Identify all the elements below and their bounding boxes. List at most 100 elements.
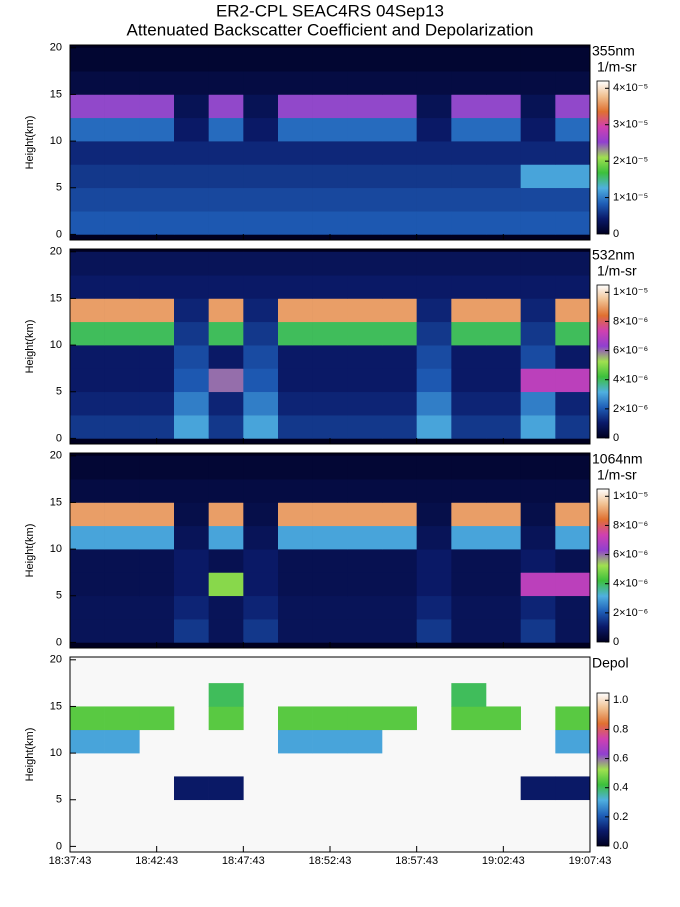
heat-cell (70, 141, 105, 165)
heat-cell (382, 211, 417, 235)
heat-cell (382, 549, 417, 573)
heat-cell (104, 595, 140, 620)
heat-cell (208, 94, 244, 119)
heat-cell (174, 502, 209, 527)
heat-cell (208, 47, 244, 72)
y-tick-label: 0 (56, 636, 62, 648)
heat-cell (347, 345, 383, 369)
heat-cell (312, 729, 348, 754)
heat-cell (312, 321, 348, 346)
heat-cell (278, 298, 313, 323)
heat-cell (382, 187, 417, 212)
heat-cell (139, 71, 175, 95)
heat-cell (208, 415, 244, 439)
heat-cell (451, 321, 487, 346)
heat-cell (278, 502, 313, 527)
heat-cell (486, 525, 521, 550)
heat-cell (451, 572, 487, 597)
heat-cell (104, 71, 140, 95)
heat-cell (174, 275, 209, 299)
heat-cell (451, 275, 487, 299)
heat-cell (312, 47, 348, 72)
heat-cell (555, 211, 591, 235)
heat-cell (451, 94, 487, 119)
heat-cell (312, 211, 348, 235)
heat-cell (104, 47, 140, 72)
heat-cell (70, 211, 105, 235)
heat-cell (486, 47, 521, 72)
heat-cell (555, 549, 591, 573)
heat-cell (278, 94, 313, 119)
heat-cell (208, 619, 244, 643)
heat-cell (347, 706, 383, 731)
heat-cell (139, 415, 175, 439)
heat-cell (382, 71, 417, 95)
y-tick-label: 20 (50, 42, 62, 54)
heat-cell (451, 47, 487, 72)
heat-cell (347, 391, 383, 416)
heat-cell (208, 479, 244, 503)
y-axis-label: Height(km) (24, 524, 36, 578)
heat-cell (451, 187, 487, 212)
heat-cell (416, 368, 452, 393)
heat-cell (555, 479, 591, 503)
heat-cell (208, 345, 244, 369)
heat-cell (451, 479, 487, 503)
heat-cell (104, 479, 140, 503)
colorbar-tick-label: 2×10⁻⁶ (613, 403, 648, 415)
heat-cell (139, 368, 175, 393)
heat-cell (486, 502, 521, 527)
heat-cell (382, 595, 417, 620)
colorbar-tick-label: 0.2 (613, 811, 628, 823)
heat-cell (70, 595, 105, 620)
x-tick-label: 18:52:43 (309, 855, 352, 867)
heat-cell (312, 391, 348, 416)
heat-cell (243, 345, 279, 369)
heat-cell (416, 275, 452, 299)
colorbar-tick-label: 2×10⁻⁶ (613, 607, 648, 619)
heat-cell (139, 321, 175, 346)
heat-cell (174, 455, 209, 480)
x-tick-label: 19:07:43 (569, 855, 612, 867)
heat-cell (382, 47, 417, 72)
x-tick-label: 19:02:43 (482, 855, 525, 867)
heat-cell (312, 187, 348, 212)
heat-cell (451, 298, 487, 323)
heat-cell (555, 117, 591, 142)
heat-cell (486, 71, 521, 95)
heat-cell (520, 479, 556, 503)
heat-cell (104, 141, 140, 165)
heat-cell (278, 47, 313, 72)
heat-cell (347, 211, 383, 235)
colorbar-tick-label: 1.0 (613, 694, 628, 706)
heat-cell (382, 525, 417, 550)
heat-cell (104, 251, 140, 276)
heat-cell (555, 729, 591, 754)
panel-units: 1/m-sr (597, 59, 637, 75)
heat-cell (347, 729, 383, 754)
heat-cell (243, 415, 279, 439)
heat-cell (208, 776, 244, 801)
heat-cell (139, 164, 175, 189)
heat-cell (347, 572, 383, 597)
heat-cell (451, 549, 487, 573)
heat-cell (278, 71, 313, 95)
heat-cell (139, 187, 175, 212)
heat-cell (139, 706, 175, 731)
heat-cell (243, 187, 279, 212)
colorbar-tick-label: 1×10⁻⁵ (613, 286, 648, 298)
heat-cell (382, 706, 417, 731)
heat-cell (451, 251, 487, 276)
heat-cell (486, 619, 521, 643)
heat-cell (312, 141, 348, 165)
heat-cell (139, 275, 175, 299)
heat-cell (416, 94, 452, 119)
heat-cell (520, 776, 556, 801)
heat-cell (347, 595, 383, 620)
heat-cell (555, 164, 591, 189)
heat-cell (174, 47, 209, 72)
heat-cell (416, 47, 452, 72)
heat-cell (312, 94, 348, 119)
y-tick-label: 5 (56, 590, 62, 602)
heat-cell (104, 345, 140, 369)
